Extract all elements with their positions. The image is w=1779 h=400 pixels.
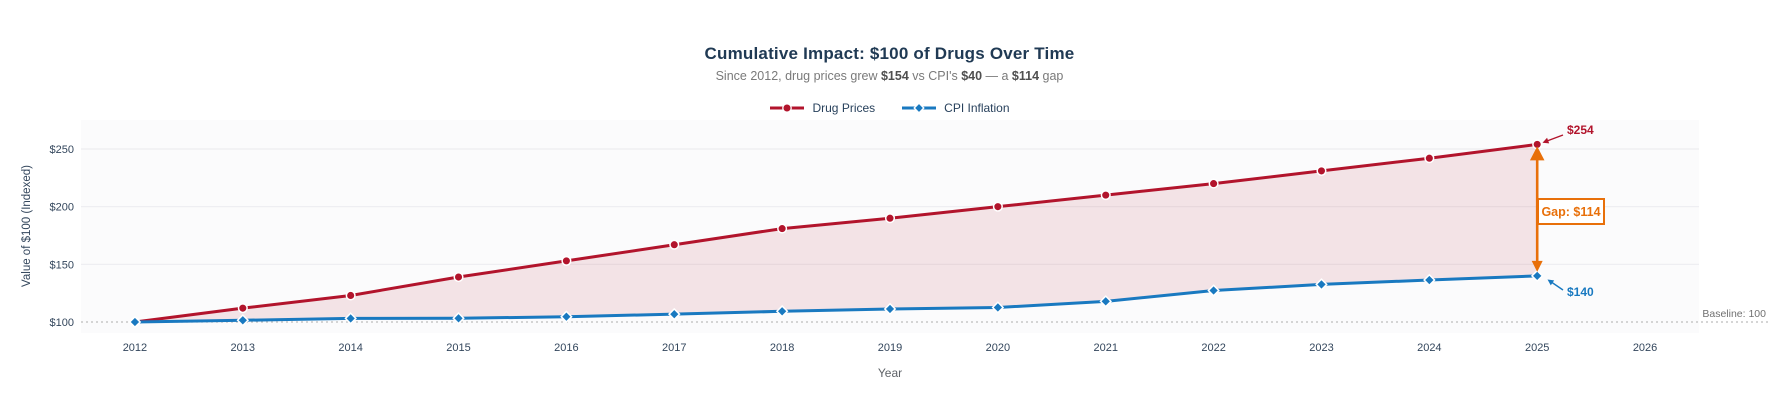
drug-prices-point bbox=[1208, 178, 1219, 189]
cpi-inflation-point bbox=[128, 315, 142, 329]
drug-prices-line bbox=[133, 142, 1539, 324]
cpi-inflation-legend-marker bbox=[902, 102, 937, 114]
cpi-inflation-point bbox=[344, 312, 357, 325]
x-tick-label: 2014 bbox=[338, 342, 362, 354]
x-tick-label: 2021 bbox=[1093, 342, 1117, 354]
cpi-inflation-point bbox=[883, 302, 897, 316]
x-tick-label: 2015 bbox=[446, 342, 470, 354]
x-tick-label: 2024 bbox=[1417, 342, 1441, 354]
legend-label-cpi-inflation: CPI Inflation bbox=[944, 101, 1010, 115]
cpi-final-label: $140 bbox=[1567, 285, 1594, 299]
subtitle-text: vs CPI's bbox=[908, 69, 962, 83]
x-tick-label: 2026 bbox=[1633, 342, 1657, 354]
subtitle-text: — a bbox=[982, 69, 1012, 83]
x-tick-label: 2025 bbox=[1525, 342, 1549, 354]
x-tick-label: 2018 bbox=[770, 342, 794, 354]
drug-prices-point bbox=[669, 239, 680, 250]
y-tick-label: $150 bbox=[50, 259, 74, 271]
y-tick-label: $100 bbox=[50, 317, 74, 329]
cpi-inflation-point bbox=[1099, 295, 1112, 308]
x-tick-label: 2013 bbox=[231, 342, 255, 354]
y-axis-title: Value of $100 (Indexed) bbox=[21, 165, 33, 287]
drug-final-leader bbox=[1546, 134, 1564, 142]
cpi-inflation-point bbox=[1530, 269, 1544, 283]
drug-prices-point bbox=[777, 223, 788, 234]
gap-arrow-bottom-head bbox=[1531, 260, 1543, 272]
cpi-inflation-line bbox=[133, 274, 1539, 324]
drug-prices-point bbox=[1316, 165, 1327, 176]
x-axis-title: Year bbox=[878, 366, 902, 380]
cpi-inflation-point bbox=[560, 310, 573, 323]
y-tick-label: $200 bbox=[50, 202, 74, 214]
cpi-inflation-point bbox=[236, 314, 250, 327]
x-tick-label: 2023 bbox=[1309, 342, 1333, 354]
x-tick-label: 2012 bbox=[123, 342, 147, 354]
subtitle-text: gap bbox=[1039, 69, 1064, 83]
baseline-label: Baseline: 100 bbox=[1702, 308, 1766, 320]
drug-prices-point bbox=[884, 213, 896, 224]
cpi-final-arrowhead bbox=[1547, 279, 1555, 286]
legend: Drug Prices CPI Inflation bbox=[0, 101, 1779, 115]
x-tick-label: 2017 bbox=[662, 342, 686, 354]
subtitle-value: $154 bbox=[880, 69, 909, 83]
gap-shaded-area bbox=[134, 144, 1538, 322]
x-tick-label: 2020 bbox=[986, 342, 1010, 354]
drug-prices-point bbox=[345, 290, 356, 301]
cpi-inflation-point bbox=[452, 312, 465, 325]
cpi-inflation-point bbox=[1423, 273, 1436, 287]
drug-prices-point bbox=[992, 201, 1003, 212]
x-tick-label: 2019 bbox=[878, 342, 902, 354]
drug-prices-point bbox=[453, 271, 464, 283]
gap-label-box bbox=[1537, 198, 1605, 225]
cpi-final-leader bbox=[1551, 281, 1564, 291]
y-tick-label: $250 bbox=[50, 144, 74, 156]
cpi-inflation-point bbox=[668, 307, 681, 321]
drug-final-arrowhead bbox=[1542, 137, 1550, 144]
cpi-inflation-point bbox=[991, 301, 1005, 314]
gap-arrow-top-head bbox=[1529, 146, 1545, 161]
cpi-inflation-point bbox=[775, 305, 789, 318]
subtitle-value: $114 bbox=[1011, 69, 1040, 83]
chart-title: Cumulative Impact: $100 of Drugs Over Ti… bbox=[704, 44, 1075, 63]
legend-item-drug-prices: Drug Prices bbox=[769, 101, 875, 115]
x-tick-label: 2016 bbox=[554, 342, 578, 354]
drug-final-label: $254 bbox=[1567, 123, 1594, 137]
drug-prices-point bbox=[561, 255, 572, 266]
drug-prices-point bbox=[237, 303, 248, 314]
drug-prices-point bbox=[1424, 153, 1435, 164]
gap-label: Gap: $114 bbox=[1541, 205, 1600, 219]
x-tick-label: 2022 bbox=[1201, 342, 1225, 354]
subtitle-text: Since 2012, drug prices grew bbox=[715, 69, 881, 83]
legend-label-drug-prices: Drug Prices bbox=[812, 101, 876, 115]
subtitle-value: $40 bbox=[961, 69, 983, 83]
drug-prices-legend-marker bbox=[770, 103, 805, 113]
chart-subtitle: Since 2012, drug prices grew $154 vs CPI… bbox=[0, 69, 1779, 83]
cpi-inflation-point bbox=[1207, 284, 1220, 297]
drug-prices-point bbox=[1100, 190, 1111, 201]
cpi-inflation-point bbox=[1315, 278, 1328, 291]
legend-item-cpi-inflation: CPI Inflation bbox=[901, 101, 1010, 115]
